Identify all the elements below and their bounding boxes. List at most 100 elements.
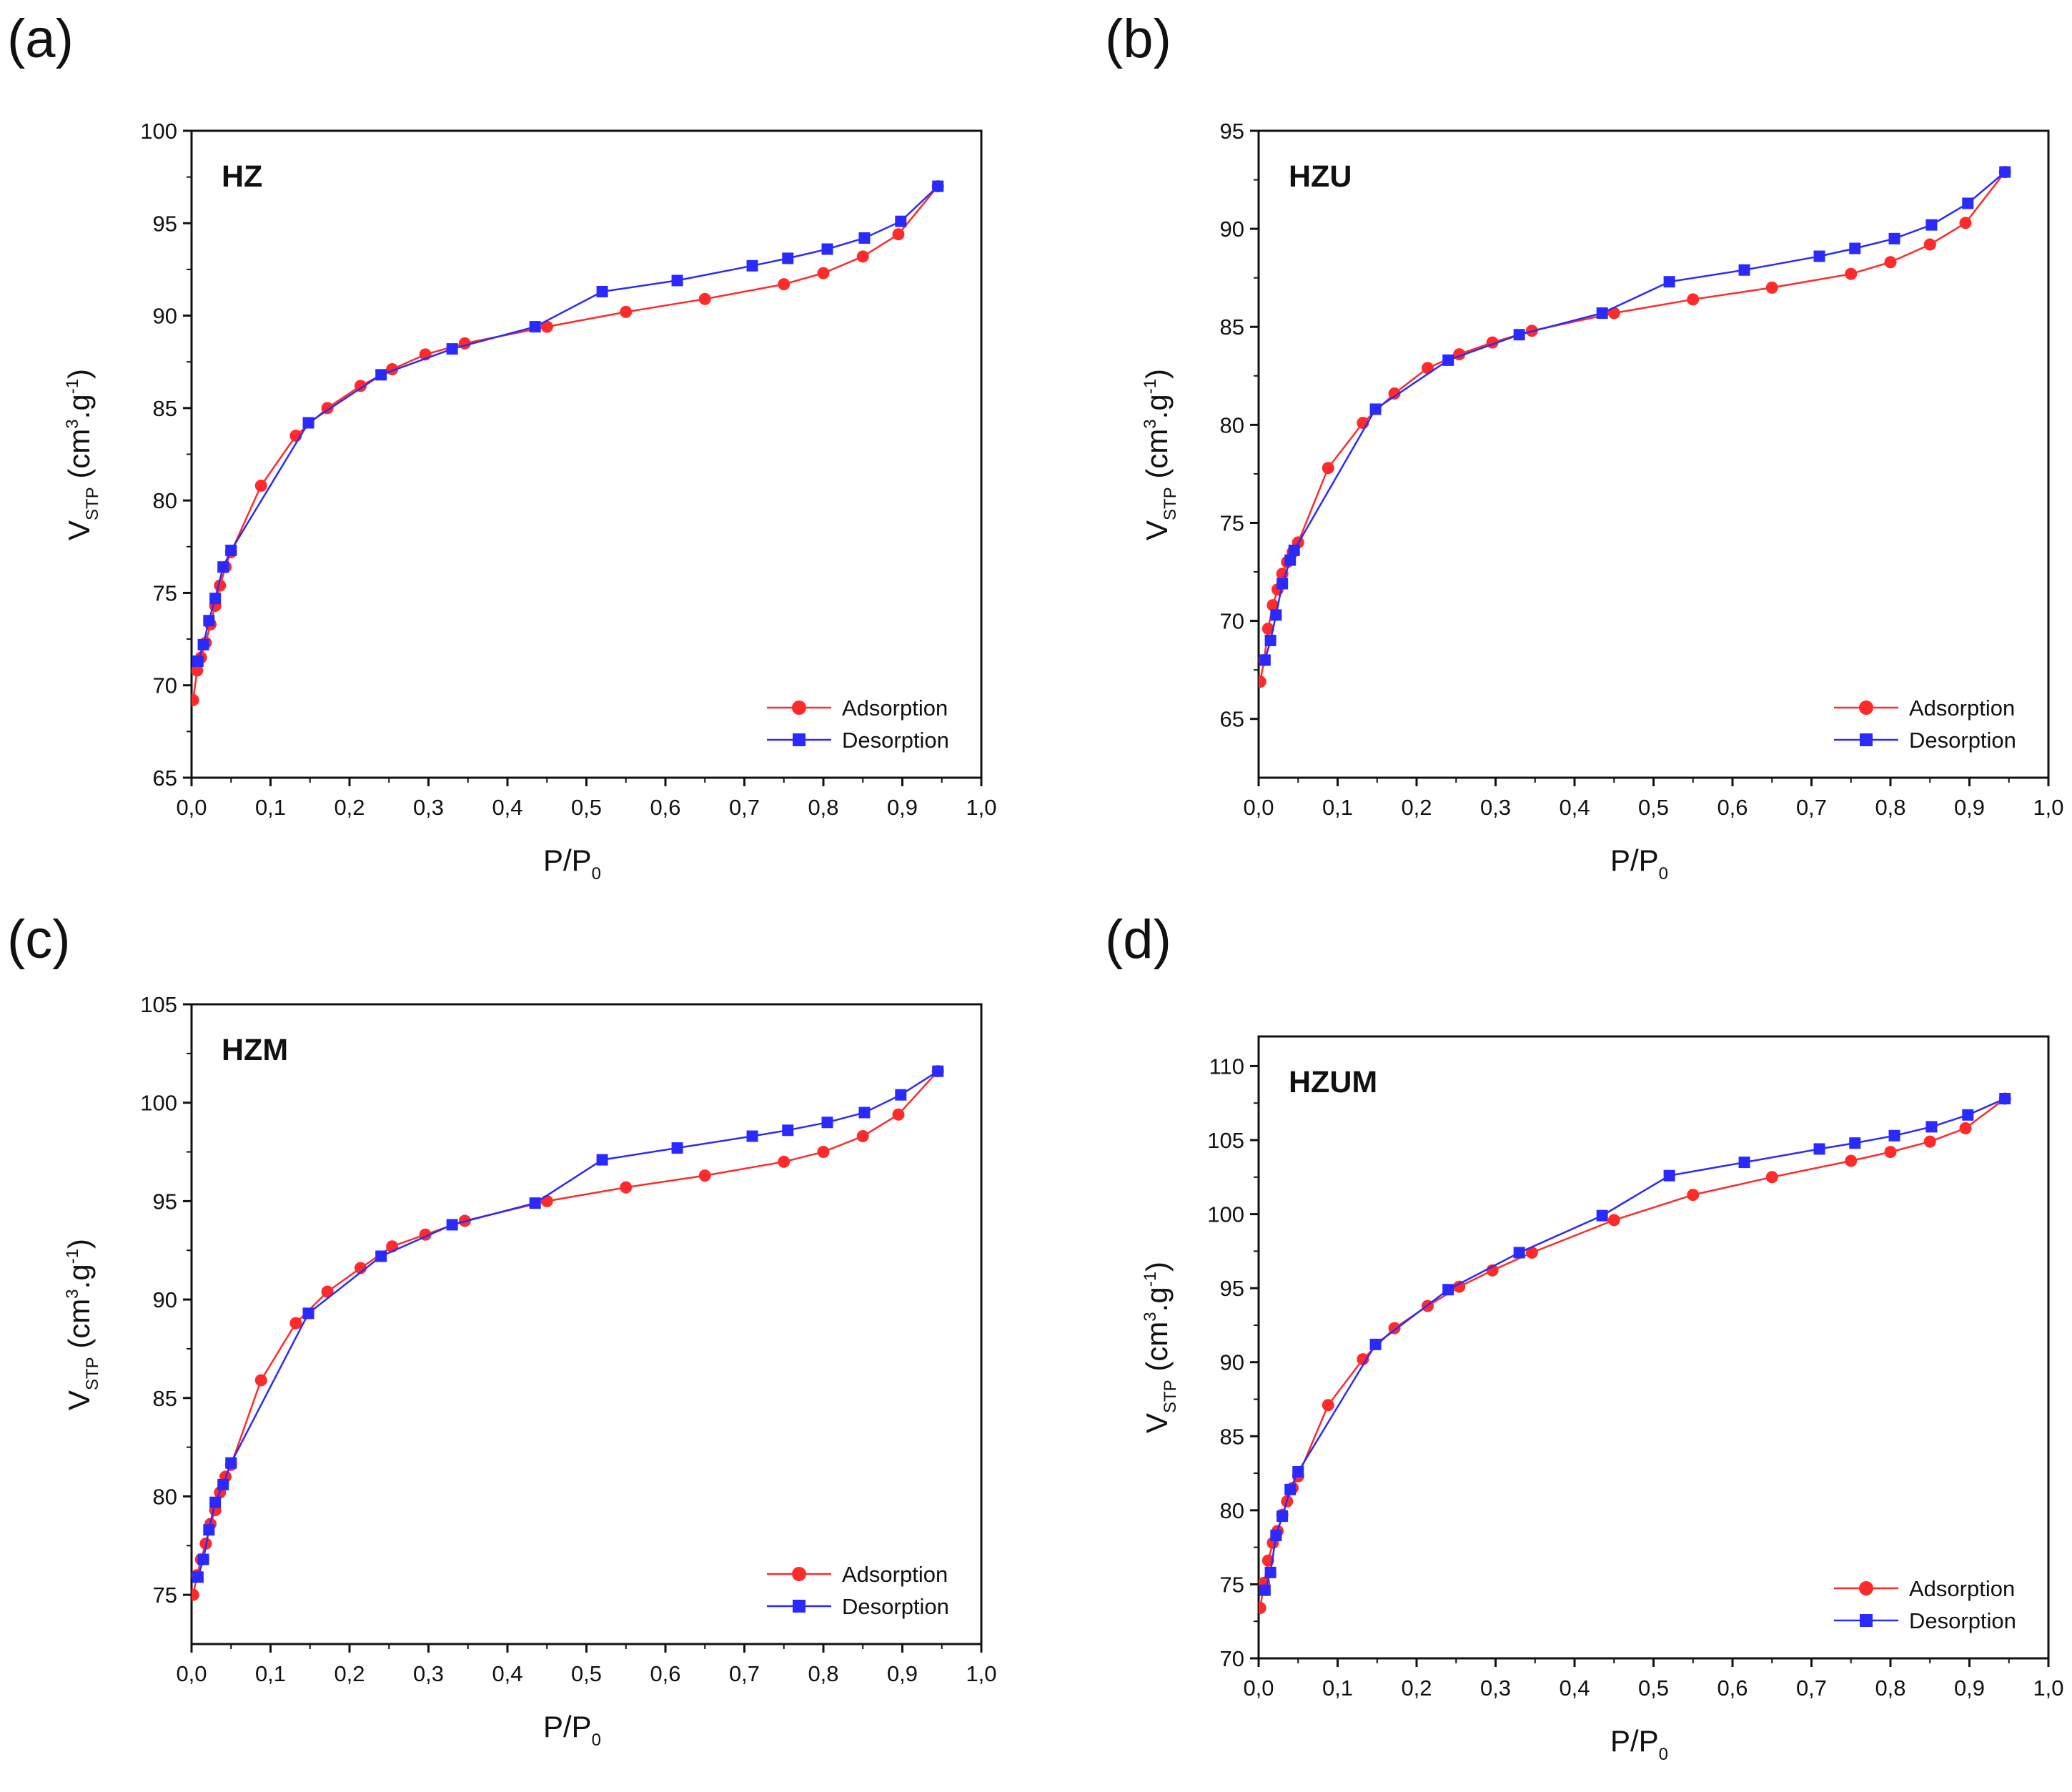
data-point-adsorption (1453, 1280, 1466, 1293)
data-point-desorption (1369, 1338, 1382, 1350)
data-point-adsorption (1845, 267, 1858, 280)
data-point-desorption (209, 1496, 222, 1508)
x-tick-label: 0,2 (334, 1661, 365, 1686)
data-point-adsorption (192, 664, 204, 677)
x-axis-label-sub: 0 (592, 1731, 601, 1750)
y-tick-label: 100 (140, 119, 177, 144)
y-tick-label: 70 (1220, 1646, 1244, 1671)
x-tick-label: 0,8 (808, 1661, 838, 1686)
y-tick-label: 85 (153, 1386, 177, 1411)
x-tick-label: 0,2 (1401, 795, 1432, 820)
data-point-desorption (1596, 1209, 1608, 1222)
data-point-adsorption (892, 228, 905, 241)
y-axis-label-main: V (62, 520, 96, 540)
data-point-desorption (782, 252, 794, 264)
data-point-desorption (1264, 635, 1277, 647)
data-point-desorption (1663, 1169, 1675, 1182)
data-point-desorption (1962, 1109, 1974, 1121)
legend-marker-desorption (793, 1600, 805, 1613)
y-axis-label: VSTP (cm3.g-1) (1140, 369, 1180, 540)
data-point-adsorption (1525, 1246, 1538, 1259)
y-tick-label: 90 (1220, 217, 1244, 242)
data-point-desorption (932, 180, 944, 192)
y-axis-label-unit: (cm (62, 429, 96, 487)
data-point-desorption (1925, 1121, 1938, 1133)
data-point-desorption (446, 343, 458, 355)
legend-marker-adsorption (1859, 701, 1873, 715)
data-point-desorption (197, 1553, 209, 1565)
data-point-desorption (895, 1089, 907, 1101)
x-axis-label: P/P0 (543, 843, 601, 883)
data-point-adsorption (698, 1169, 711, 1182)
x-axis-label-main: P/P (1610, 843, 1659, 877)
x-tick-label: 0,9 (1954, 795, 1985, 820)
data-point-desorption (782, 1124, 794, 1137)
data-point-desorption (197, 638, 209, 650)
legend-label-adsorption: Adsorption (1909, 1576, 2015, 1601)
y-tick-label: 90 (153, 1287, 177, 1312)
y-axis-label-mid: .g (62, 394, 96, 419)
data-point-adsorption (254, 479, 267, 492)
data-point-adsorption (1259, 675, 1267, 688)
x-tick-label: 0,0 (176, 795, 207, 820)
x-axis-label-sub: 0 (1659, 864, 1668, 883)
data-point-desorption (1270, 1530, 1282, 1542)
x-axis-label-main: P/P (543, 843, 592, 877)
x-tick-label: 0,0 (176, 1661, 207, 1686)
x-tick-label: 0,1 (1322, 795, 1353, 820)
data-point-desorption (203, 615, 215, 627)
data-point-desorption (375, 369, 387, 381)
x-tick-label: 1,0 (966, 795, 996, 820)
data-point-adsorption (620, 305, 633, 318)
y-axis-label-unit: (cm (62, 1299, 96, 1357)
data-point-adsorption (1845, 1154, 1858, 1167)
data-point-desorption (529, 1197, 541, 1209)
data-point-adsorption (321, 1285, 334, 1298)
y-axis-label-main: V (1140, 520, 1174, 540)
x-tick-label: 0,1 (255, 1661, 286, 1686)
data-point-desorption (1813, 250, 1825, 262)
data-point-desorption (858, 232, 871, 244)
sample-name: HZM (222, 1033, 288, 1067)
y-axis-label: VSTP (cm3.g-1) (62, 1239, 102, 1410)
sample-name: HZU (1289, 159, 1352, 194)
data-point-desorption (302, 417, 314, 429)
y-axis-label-sup: 3 (63, 1289, 82, 1298)
x-axis-label: P/P0 (1610, 1724, 1668, 1764)
chart-panel-c: (c) 0,0 0,1 0,2 0,3 0,4 0,5 0,6 0,7 0,8 0,9 1,0 75 80… (7, 909, 997, 1750)
y-axis-label-sub: STP (1161, 487, 1180, 520)
sample-name: HZ (222, 159, 262, 194)
x-tick-label: 0,8 (1875, 1675, 1905, 1701)
legend-marker-adsorption (1859, 1581, 1873, 1595)
data-point-adsorption (1388, 1322, 1401, 1335)
x-tick-label: 0,9 (1954, 1675, 1985, 1701)
y-tick-label: 85 (153, 396, 177, 421)
data-point-adsorption (1765, 281, 1778, 294)
y-tick-label: 105 (140, 992, 177, 1017)
data-point-adsorption (1959, 217, 1972, 229)
data-point-desorption (1849, 1137, 1861, 1149)
x-tick-label: 0,4 (492, 1661, 522, 1686)
legend: Adsorption Desorption (767, 695, 949, 753)
y-tick-label: 85 (1220, 1424, 1244, 1449)
x-tick-label: 0,6 (650, 1661, 680, 1686)
data-point-desorption (225, 1457, 237, 1469)
y-tick-label: 95 (153, 1189, 177, 1214)
x-tick-label: 0,7 (1796, 1675, 1827, 1701)
y-axis-label-sup: 3 (63, 419, 82, 428)
plot-frame (190, 129, 983, 779)
data-point-desorption (671, 274, 683, 287)
y-axis-label-sup: 3 (1141, 419, 1160, 428)
x-tick-label: 0,6 (650, 795, 680, 820)
data-point-adsorption (321, 402, 334, 415)
y-tick-label: 90 (153, 304, 177, 329)
data-point-desorption (1288, 544, 1300, 556)
x-tick-label: 0,4 (1559, 1675, 1590, 1701)
plot-data (1259, 166, 2011, 688)
data-point-desorption (302, 1307, 314, 1320)
data-point-desorption (746, 1130, 758, 1142)
data-point-adsorption (856, 1130, 869, 1143)
series-line-desorption (1264, 171, 2006, 660)
y-axis-label-close: ) (1140, 369, 1174, 379)
